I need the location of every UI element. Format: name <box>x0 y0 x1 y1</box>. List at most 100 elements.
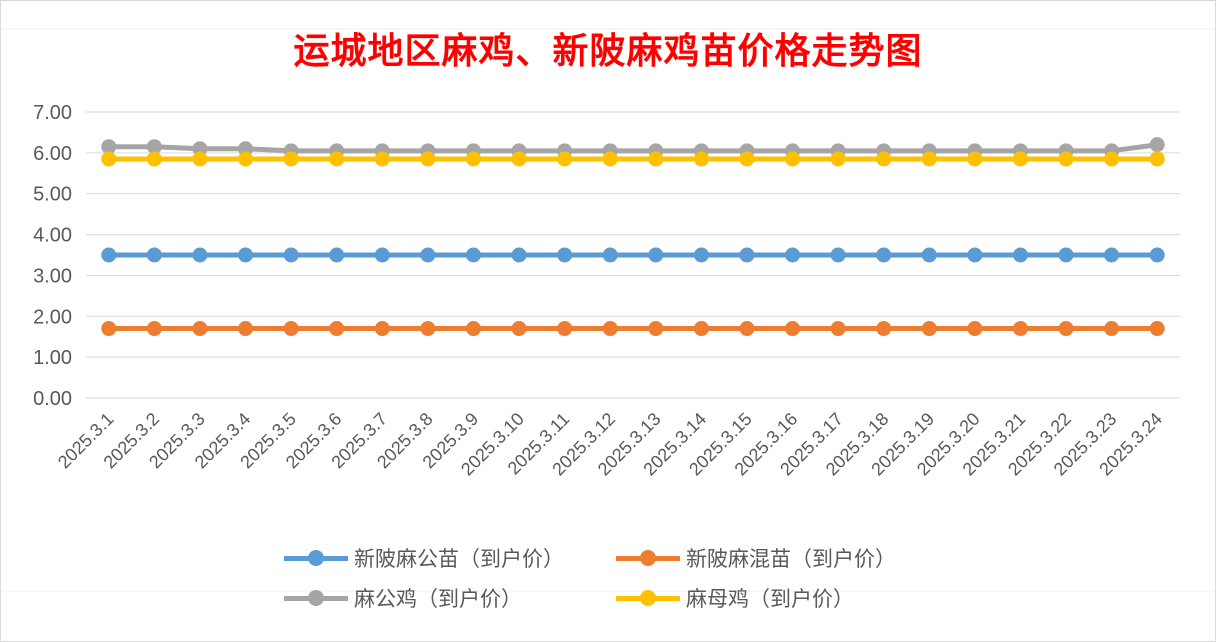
legend-swatch-hen <box>616 583 680 613</box>
data-point <box>192 151 208 167</box>
data-point <box>146 247 162 263</box>
data-point <box>967 247 983 263</box>
data-point <box>785 321 801 337</box>
data-point <box>785 151 801 167</box>
data-point <box>420 321 436 337</box>
data-point <box>420 247 436 263</box>
legend-item-rooster: 麻公鸡（到户价） <box>284 583 522 613</box>
data-point <box>876 321 892 337</box>
data-point <box>146 151 162 167</box>
data-point <box>329 247 345 263</box>
data-point <box>1149 151 1165 167</box>
data-point <box>238 247 254 263</box>
data-point <box>1149 321 1165 337</box>
y-tick-label: 0.00 <box>33 388 72 410</box>
legend-label-hen: 麻母鸡（到户价） <box>686 587 854 611</box>
data-point <box>101 321 117 337</box>
legend-label-mixed-chick: 新陂麻混苗（到户价） <box>686 547 896 571</box>
data-point <box>648 321 664 337</box>
data-point <box>921 151 937 167</box>
x-axis-ticks: 2025.3.12025.3.22025.3.32025.3.42025.3.5… <box>54 409 1166 480</box>
data-point <box>739 151 755 167</box>
data-point <box>238 321 254 337</box>
data-point <box>1058 247 1074 263</box>
data-point <box>693 321 709 337</box>
data-point <box>238 151 254 167</box>
data-point <box>329 151 345 167</box>
legend-label-male-chick: 新陂麻公苗（到户价） <box>354 547 564 571</box>
data-point <box>693 247 709 263</box>
data-point <box>830 247 846 263</box>
data-point <box>602 151 618 167</box>
data-point <box>876 247 892 263</box>
data-point <box>374 321 390 337</box>
data-point <box>739 247 755 263</box>
data-point <box>1149 137 1165 153</box>
legend-label-rooster: 麻公鸡（到户价） <box>354 587 522 611</box>
legend-item-male-chick: 新陂麻公苗（到户价） <box>284 543 564 573</box>
data-point <box>283 247 299 263</box>
data-point <box>1104 151 1120 167</box>
data-point <box>101 139 117 155</box>
data-point <box>967 321 983 337</box>
data-point <box>465 321 481 337</box>
data-point <box>921 247 937 263</box>
y-tick-label: 4.00 <box>33 225 72 247</box>
series-3 <box>101 151 1165 167</box>
data-point <box>146 321 162 337</box>
y-tick-label: 1.00 <box>33 347 72 369</box>
data-point <box>511 151 527 167</box>
data-point <box>557 151 573 167</box>
legend-item-hen: 麻母鸡（到户价） <box>616 583 854 613</box>
data-point <box>876 151 892 167</box>
data-point <box>192 321 208 337</box>
data-point <box>1058 151 1074 167</box>
data-point <box>1058 321 1074 337</box>
data-point <box>420 151 436 167</box>
data-point <box>557 321 573 337</box>
data-point <box>146 139 162 155</box>
series-lines <box>101 137 1165 337</box>
data-point <box>101 247 117 263</box>
gridlines <box>86 111 1180 399</box>
data-point <box>1104 247 1120 263</box>
data-point <box>1104 321 1120 337</box>
data-point <box>693 151 709 167</box>
series-line <box>108 142 1158 154</box>
legend-swatch-male-chick <box>284 543 348 573</box>
data-point <box>1012 321 1028 337</box>
y-tick-label: 2.00 <box>33 306 72 328</box>
legend-swatch-mixed-chick <box>616 543 680 573</box>
data-point <box>785 247 801 263</box>
data-point <box>283 151 299 167</box>
data-point <box>101 151 117 167</box>
data-point <box>1012 151 1028 167</box>
y-tick-label: 5.00 <box>33 184 72 206</box>
data-point <box>1012 247 1028 263</box>
data-point <box>921 321 937 337</box>
y-axis-ticks: 0.00 1.00 2.00 3.00 4.00 5.00 6.00 7.00 <box>33 102 72 410</box>
data-point <box>465 247 481 263</box>
data-point <box>602 247 618 263</box>
y-tick-label: 7.00 <box>33 102 72 124</box>
series-2 <box>101 137 1165 159</box>
data-point <box>283 321 299 337</box>
data-point <box>830 321 846 337</box>
data-point <box>602 321 618 337</box>
legend-swatch-rooster <box>284 583 348 613</box>
data-point <box>374 247 390 263</box>
legend-item-mixed-chick: 新陂麻混苗（到户价） <box>616 543 896 573</box>
data-point <box>511 321 527 337</box>
data-point <box>329 321 345 337</box>
data-point <box>192 247 208 263</box>
data-point <box>967 151 983 167</box>
chart-title: 运城地区麻鸡、新陂麻鸡苗价格走势图 <box>293 30 923 72</box>
data-point <box>648 247 664 263</box>
series-1 <box>101 321 1165 337</box>
data-point <box>374 151 390 167</box>
y-tick-label: 6.00 <box>33 143 72 165</box>
y-tick-label: 3.00 <box>33 265 72 287</box>
data-point <box>830 151 846 167</box>
